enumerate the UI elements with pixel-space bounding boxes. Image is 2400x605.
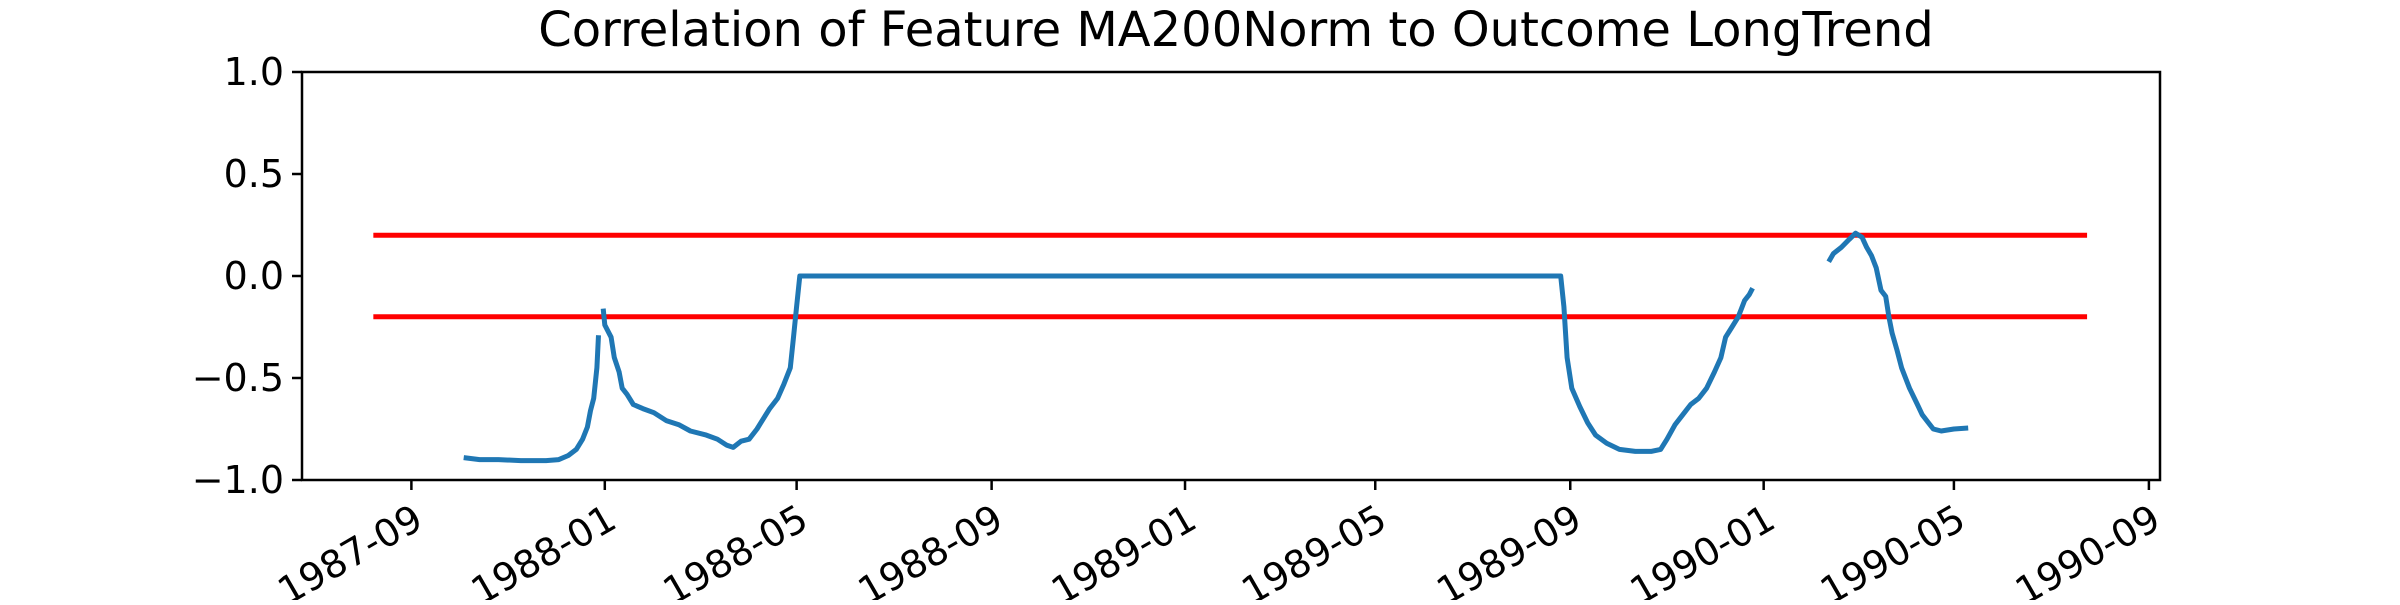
y-tick-label: 0.0 — [224, 254, 284, 298]
chart-title: Correlation of Feature MA200Norm to Outc… — [538, 2, 1933, 58]
y-tick-label: −1.0 — [192, 458, 284, 502]
series-0-segment-0 — [463, 335, 601, 464]
y-tick-label: −0.5 — [192, 356, 284, 400]
x-tick-label: 1990-01 — [1623, 496, 1783, 600]
x-tick-label: 1988-05 — [656, 496, 816, 600]
x-tick-label: 1988-01 — [464, 496, 624, 600]
series-0-segment-2 — [1826, 230, 1969, 434]
x-tick-label: 1990-09 — [2008, 496, 2168, 600]
x-tick-label: 1990-05 — [1813, 496, 1973, 600]
series-layer — [463, 230, 1969, 464]
x-tick-label: 1988-09 — [851, 496, 1011, 600]
y-tick-label: 0.5 — [224, 152, 284, 196]
y-tick-label: 1.0 — [224, 50, 284, 94]
reference-lines — [373, 232, 2088, 320]
x-axis: 1987-09 1988-01 1988-05 1988-09 1989-01 1989-… — [270, 480, 2168, 605]
x-tick-label: 1989-05 — [1234, 496, 1394, 600]
x-tick-label: 1989-01 — [1044, 496, 1204, 600]
y-axis: −1.0 −0.5 0.0 0.5 1.0 — [192, 50, 302, 502]
x-tick-label: 1987-09 — [270, 496, 430, 600]
x-tick-label: 1989-09 — [1429, 496, 1589, 600]
series-0-segment-1 — [600, 273, 1755, 454]
